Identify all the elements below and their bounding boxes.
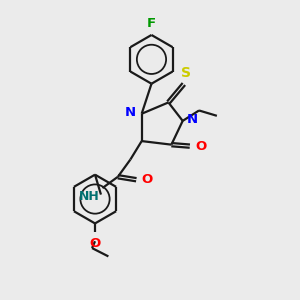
Text: O: O [89,237,100,250]
Text: N: N [125,106,136,119]
Text: S: S [181,66,191,80]
Text: F: F [147,16,156,30]
Text: O: O [196,140,207,153]
Text: N: N [187,113,198,126]
Text: O: O [142,173,153,186]
Text: NH: NH [79,190,100,203]
